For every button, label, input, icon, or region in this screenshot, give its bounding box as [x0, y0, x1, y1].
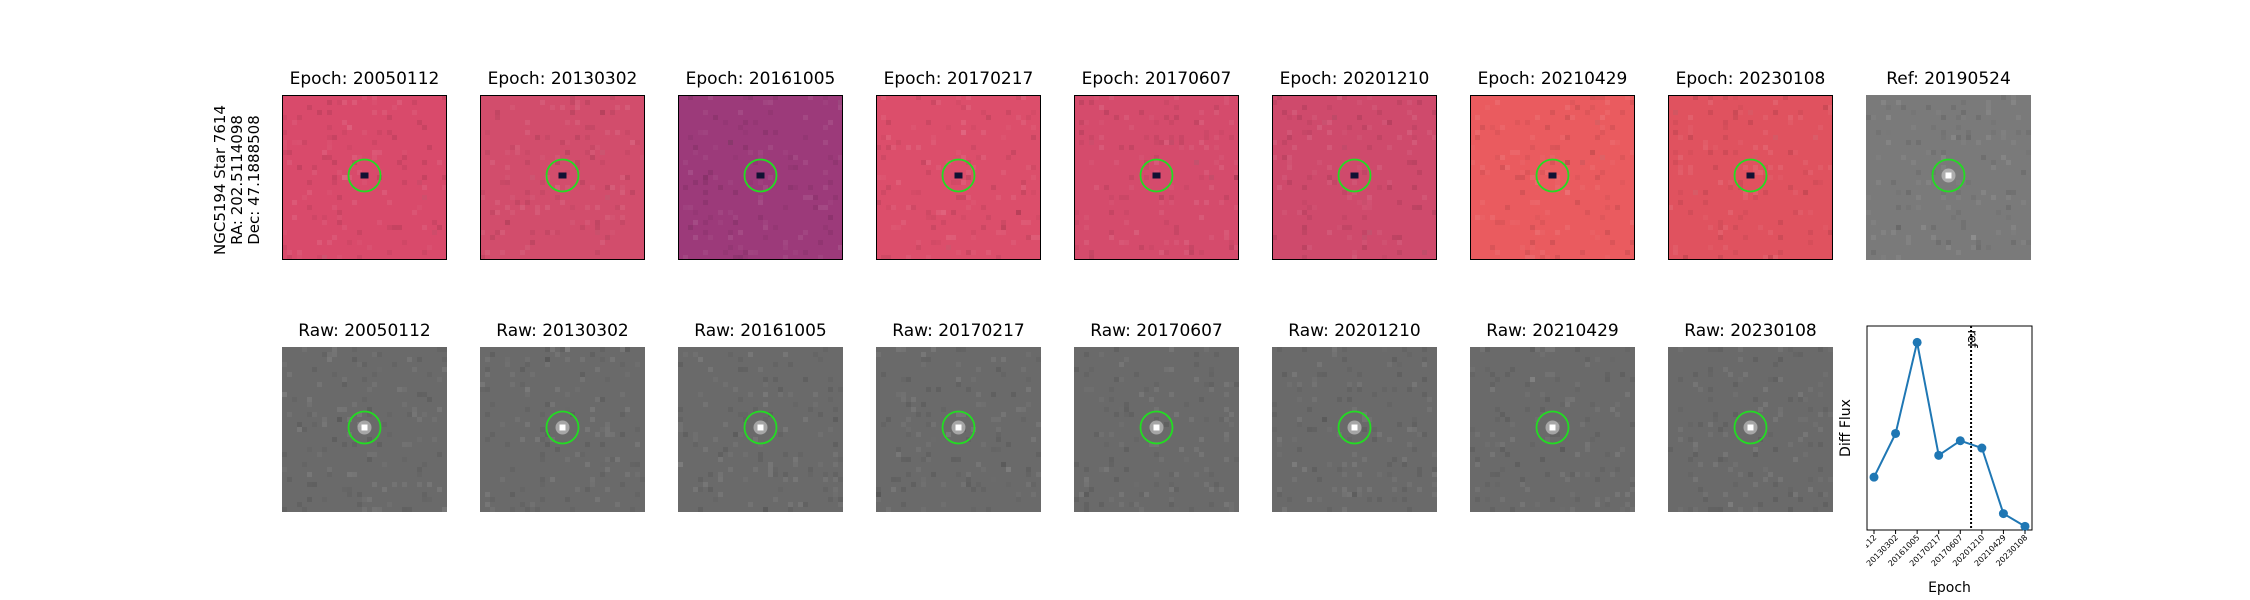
diff-panel: Epoch: 20170607: [1074, 69, 1239, 260]
diff-panel: Epoch: 20170217: [876, 69, 1041, 260]
ref-panel-title: Ref: 20190524: [1886, 69, 2011, 89]
data-point: [2020, 521, 2030, 531]
diff-image: [1074, 95, 1239, 260]
diff-panel-title: Epoch: 20161005: [685, 69, 836, 89]
series-line: [1873, 342, 2026, 528]
diff-panel-title: Epoch: 20210429: [1477, 69, 1628, 89]
diff-image: [678, 95, 843, 260]
raw-image: [678, 347, 843, 512]
diff-image: [480, 95, 645, 260]
x-axis-label: Epoch: [1928, 580, 1971, 595]
raw-panel-title: Raw: 20170607: [1090, 321, 1223, 341]
data-point: [1912, 337, 1922, 347]
raw-panel: Raw: 20161005: [678, 321, 843, 512]
raw-panel-title: Raw: 20161005: [694, 321, 827, 341]
diff-image: [1272, 95, 1437, 260]
raw-image: [1074, 347, 1239, 512]
diff-panel-title: Epoch: 20050112: [289, 69, 440, 89]
diff-image: [1668, 95, 1833, 260]
raw-panel-title: Raw: 20201210: [1288, 321, 1421, 341]
diff-image: [1470, 95, 1635, 260]
data-point: [1891, 428, 1901, 438]
raw-image: [876, 347, 1041, 512]
diff-panel-title: Epoch: 20170217: [883, 69, 1034, 89]
reference-line-label: ref: [1964, 330, 1979, 348]
raw-panel: Raw: 20170607: [1074, 321, 1239, 512]
raw-panel-title: Raw: 20210429: [1486, 321, 1619, 341]
y-axis-label: Diff Flux: [1838, 399, 1854, 457]
raw-panel: Raw: 20130302: [480, 321, 645, 512]
raw-image: [480, 347, 645, 512]
raw-image: [1668, 347, 1833, 512]
diff-panel-title: Epoch: 20201210: [1279, 69, 1430, 89]
ref-panel: Ref: 20190524: [1866, 69, 2031, 260]
diff-panel: Epoch: 20201210: [1272, 69, 1437, 260]
data-point: [1955, 436, 1965, 446]
diff-image: [282, 95, 447, 260]
raw-image: [1272, 347, 1437, 512]
diff-image: [876, 95, 1041, 260]
data-point: [1869, 472, 1879, 482]
chart-svg: ref2005011220130302201610052017021720170…: [1843, 325, 2033, 596]
raw-panel-title: Raw: 20230108: [1684, 321, 1817, 341]
ra-value: RA: 202.5114098: [228, 115, 246, 245]
data-point: [1977, 443, 1987, 453]
raw-panel: Raw: 20170217: [876, 321, 1041, 512]
chart-frame: [1866, 325, 2033, 531]
dec-value: Dec: 47.1888508: [245, 115, 263, 245]
raw-panel: Raw: 20210429: [1470, 321, 1635, 512]
data-point: [1934, 450, 1944, 460]
ref-image: [1866, 95, 2031, 260]
diff-panel: Epoch: 20210429: [1470, 69, 1635, 260]
diff-panel: Epoch: 20050112: [282, 69, 447, 260]
raw-image: [1470, 347, 1635, 512]
raw-panel: Raw: 20230108: [1668, 321, 1833, 512]
raw-panel: Raw: 20050112: [282, 321, 447, 512]
diff-flux-chart: ref 20050112 20130302 20161005 20170217 20170…: [1838, 325, 2038, 599]
diff-panel: Epoch: 20161005: [678, 69, 843, 260]
raw-panel: Raw: 20201210: [1272, 321, 1437, 512]
diff-panel: Epoch: 20130302: [480, 69, 645, 260]
raw-panel-title: Raw: 20050112: [298, 321, 431, 341]
diff-panel-title: Epoch: 20170607: [1081, 69, 1232, 89]
diff-panel-title: Epoch: 20130302: [487, 69, 638, 89]
raw-panel-title: Raw: 20170217: [892, 321, 1025, 341]
raw-image: [282, 347, 447, 512]
diff-panel: Epoch: 20230108: [1668, 69, 1833, 260]
diff-panel-title: Epoch: 20230108: [1675, 69, 1826, 89]
data-point: [1998, 509, 2008, 519]
raw-panel-title: Raw: 20130302: [496, 321, 629, 341]
object-name: NGC5194 Star 7614: [211, 105, 229, 255]
